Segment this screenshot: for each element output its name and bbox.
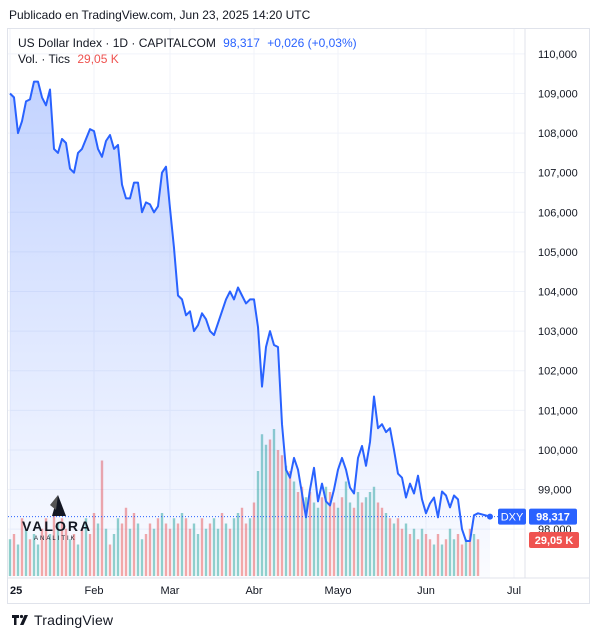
x-tick-label: Jun bbox=[417, 585, 435, 597]
volume-tag-bg bbox=[529, 532, 579, 548]
volume-tag-value: 29,05 K bbox=[535, 535, 574, 547]
tradingview-logo-icon bbox=[12, 614, 28, 625]
price-line[interactable] bbox=[9, 80, 491, 542]
price-tag-value: 98,317 bbox=[536, 512, 570, 524]
y-tick-label: 108,000 bbox=[538, 128, 578, 140]
legend-symbol[interactable]: US Dollar Index · 1D · CAPITALCOM bbox=[18, 36, 216, 50]
price-tag-symbol: DXY bbox=[501, 512, 524, 524]
legend-change: +0,026 (+0,03%) bbox=[267, 36, 357, 50]
footer-brand[interactable]: TradingView bbox=[12, 612, 113, 628]
legend-volume-value: 29,05 K bbox=[77, 52, 119, 66]
y-tick-label: 102,000 bbox=[538, 366, 578, 378]
chart-frame bbox=[7, 28, 590, 604]
x-tick-label: Mayo bbox=[325, 585, 352, 597]
x-tick-label: Feb bbox=[85, 585, 104, 597]
y-tick-label: 104,000 bbox=[538, 287, 578, 299]
published-note: Publicado en TradingView.com, Jun 23, 20… bbox=[9, 8, 311, 22]
x-tick-label: Abr bbox=[245, 585, 262, 597]
x-tick-label: Jul bbox=[507, 585, 521, 597]
y-tick-label: 106,000 bbox=[538, 207, 578, 219]
watermark-sub: ANALITIK bbox=[34, 536, 77, 542]
price-tag-value-bg bbox=[529, 508, 577, 525]
chart-legend: US Dollar Index · 1D · CAPITALCOM 98,317… bbox=[18, 35, 357, 67]
y-tick-label: 99,000 bbox=[538, 485, 572, 497]
y-tick-label: 101,000 bbox=[538, 405, 578, 417]
price-tag-symbol-bg bbox=[498, 508, 526, 525]
y-tick-label: 107,000 bbox=[538, 168, 578, 180]
footer-brand-text: TradingView bbox=[34, 612, 114, 628]
legend-price: 98,317 bbox=[223, 36, 260, 50]
x-tick-label: 25 bbox=[10, 585, 22, 597]
price-area-fill bbox=[10, 81, 490, 578]
y-tick-label: 109,000 bbox=[538, 88, 578, 100]
y-tick-label: 105,000 bbox=[538, 247, 578, 259]
y-tick-label: 110,000 bbox=[538, 49, 577, 61]
valora-logo-icon bbox=[52, 495, 66, 516]
x-tick-label: Mar bbox=[161, 585, 180, 597]
valora-logo-icon-accent bbox=[50, 495, 58, 510]
last-price-dot bbox=[487, 513, 493, 520]
legend-volume-label[interactable]: Vol. · Tics bbox=[18, 52, 71, 66]
watermark-name: VALORA bbox=[22, 518, 92, 534]
y-tick-label: 103,000 bbox=[538, 326, 578, 338]
y-tick-label: 100,000 bbox=[538, 445, 578, 457]
